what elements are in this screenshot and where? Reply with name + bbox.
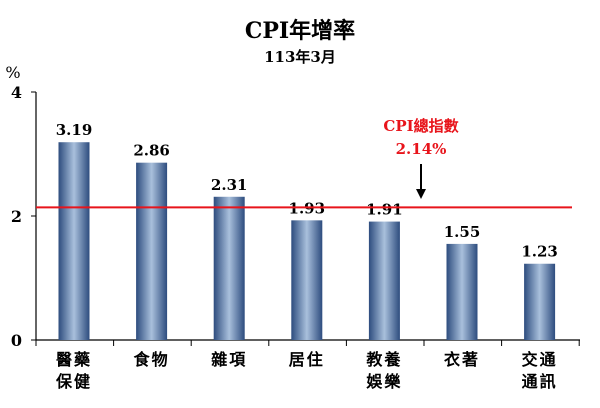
bar [368,221,400,340]
bar [446,243,478,340]
bar [136,162,168,340]
x-category-label: 通訊 [522,372,558,391]
x-category-label: 交通 [522,350,558,369]
x-category-label: 醫藥 [56,350,92,369]
bar [291,220,323,340]
cpi-reference-value: 2.14% [396,140,447,158]
annotation-arrow-head [416,189,426,199]
y-tick-label: 2 [11,207,22,226]
cpi-reference-label: CPI總指數 [383,117,458,135]
bar-value-label: 1.93 [289,199,326,217]
bar [213,196,245,340]
x-category-label: 雜項 [211,350,247,369]
bar-value-label: 2.31 [211,176,248,194]
x-category-label: 娛樂 [365,372,402,391]
bar [524,263,556,340]
x-category-label: 教養 [366,350,402,369]
x-category-label: 居住 [289,350,325,369]
bar-value-label: 1.55 [444,223,481,241]
x-category-label: 食物 [133,350,170,369]
y-tick-label: 0 [11,331,22,350]
chart-subtitle: 113年3月 [264,48,336,66]
bar-value-label: 1.91 [366,201,403,219]
bar-value-label: 3.19 [56,121,93,139]
y-axis-unit-label: % [5,63,20,82]
bar-value-label: 2.86 [133,142,170,160]
x-category-label: 保健 [55,372,92,391]
bar-value-label: 1.23 [521,243,558,261]
bar [58,142,90,340]
chart-title: CPI年增率 [245,18,355,44]
y-tick-label: 4 [11,83,22,102]
x-category-label: 衣著 [444,350,480,369]
